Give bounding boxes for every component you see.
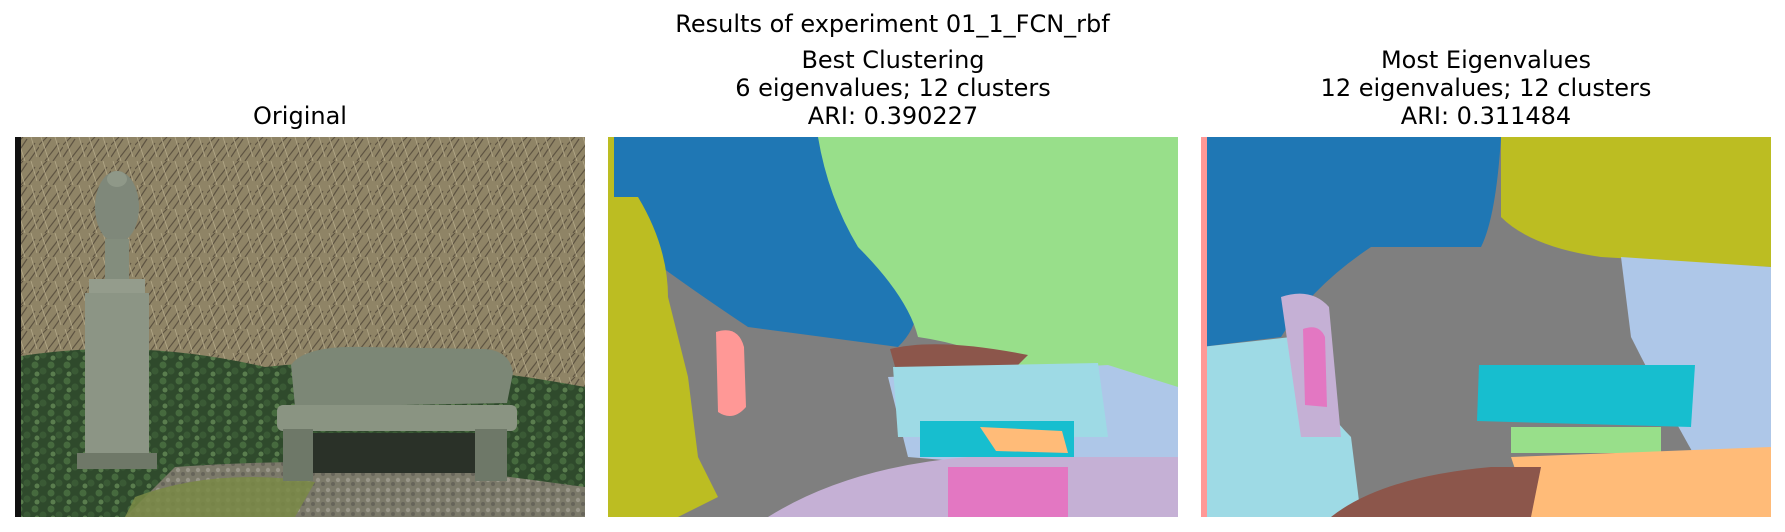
cluster-olive (608, 197, 718, 517)
cluster-magenta (1303, 327, 1327, 407)
cluster-brown (1331, 467, 1541, 517)
most-eigenvalues-segmentation (1201, 137, 1771, 517)
cluster-lightblue (893, 363, 1108, 437)
panel-original-title: Original (253, 102, 347, 130)
cluster-pink (716, 330, 746, 416)
stone-pedestal-urn (77, 171, 157, 469)
cluster-lightgreen (1511, 427, 1661, 453)
best-clustering-segmentation (608, 137, 1178, 517)
stone-bench (277, 346, 517, 481)
cluster-blue (1201, 137, 1501, 347)
cluster-blue (608, 137, 916, 347)
panel-most-title-line3: ARI: 0.311484 (1400, 102, 1572, 130)
panel-most-title-line2: 12 eigenvalues; 12 clusters (1320, 74, 1652, 102)
figure-suptitle: Results of experiment 01_1_FCN_rbf (675, 10, 1110, 38)
left-edge-pink (1201, 137, 1207, 517)
panel-best-title-line3: ARI: 0.390227 (807, 102, 979, 130)
cluster-magenta (948, 467, 1068, 517)
panel-best-title-line2: 6 eigenvalues; 12 clusters (735, 74, 1051, 102)
original-photo (15, 137, 585, 517)
cluster-olive (1501, 137, 1771, 267)
moss (125, 477, 315, 517)
photo-garden-bench (15, 137, 585, 517)
cluster-orange (1511, 447, 1771, 517)
segmentation-map-best (608, 137, 1178, 517)
panel-best-title-line1: Best Clustering (801, 46, 985, 74)
cluster-orange (980, 427, 1068, 453)
left-border (15, 137, 21, 517)
left-edge-olive (608, 137, 614, 517)
cluster-cyan (1477, 365, 1695, 427)
segmentation-map-most (1201, 137, 1771, 517)
cluster-lightgreen (818, 137, 1178, 397)
cluster-lightblue (1201, 337, 1361, 517)
panel-most-title-line1: Most Eigenvalues (1380, 46, 1592, 74)
